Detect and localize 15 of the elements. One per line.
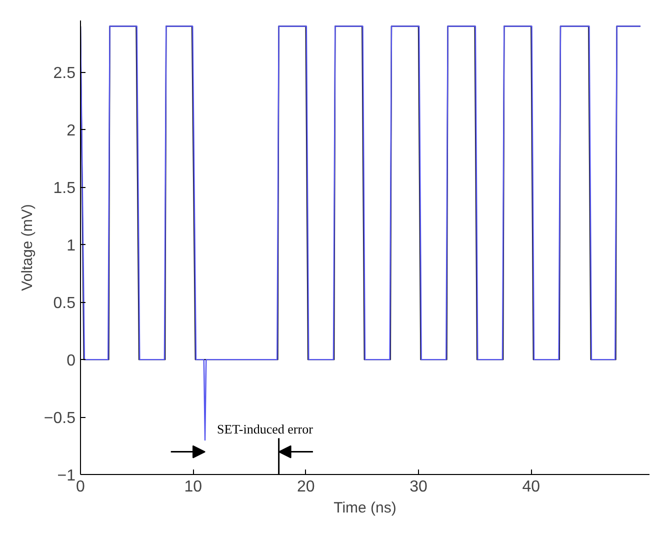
x-tick-label: 10 — [184, 478, 202, 496]
y-tick-label: 1 — [66, 238, 76, 255]
y-tick-label: 0.5 — [53, 295, 76, 312]
x-axis-title: Time (ns) — [334, 500, 396, 516]
x-tick-label: 20 — [296, 478, 315, 496]
y-tick-label: 0 — [66, 352, 76, 370]
y-tick-label: 2.5 — [53, 65, 76, 82]
y-tick-label: 2 — [66, 122, 76, 140]
y-tick-label: −1 — [57, 468, 76, 484]
x-tick-label: 30 — [410, 478, 428, 496]
annotation: SET-induced error — [217, 422, 314, 437]
y-axis-title: Voltage (mV) — [18, 204, 36, 291]
x-tick-label: 40 — [522, 478, 540, 496]
y-tick-label: −0.5 — [44, 410, 76, 428]
y-tick-label: 1.5 — [53, 180, 76, 198]
